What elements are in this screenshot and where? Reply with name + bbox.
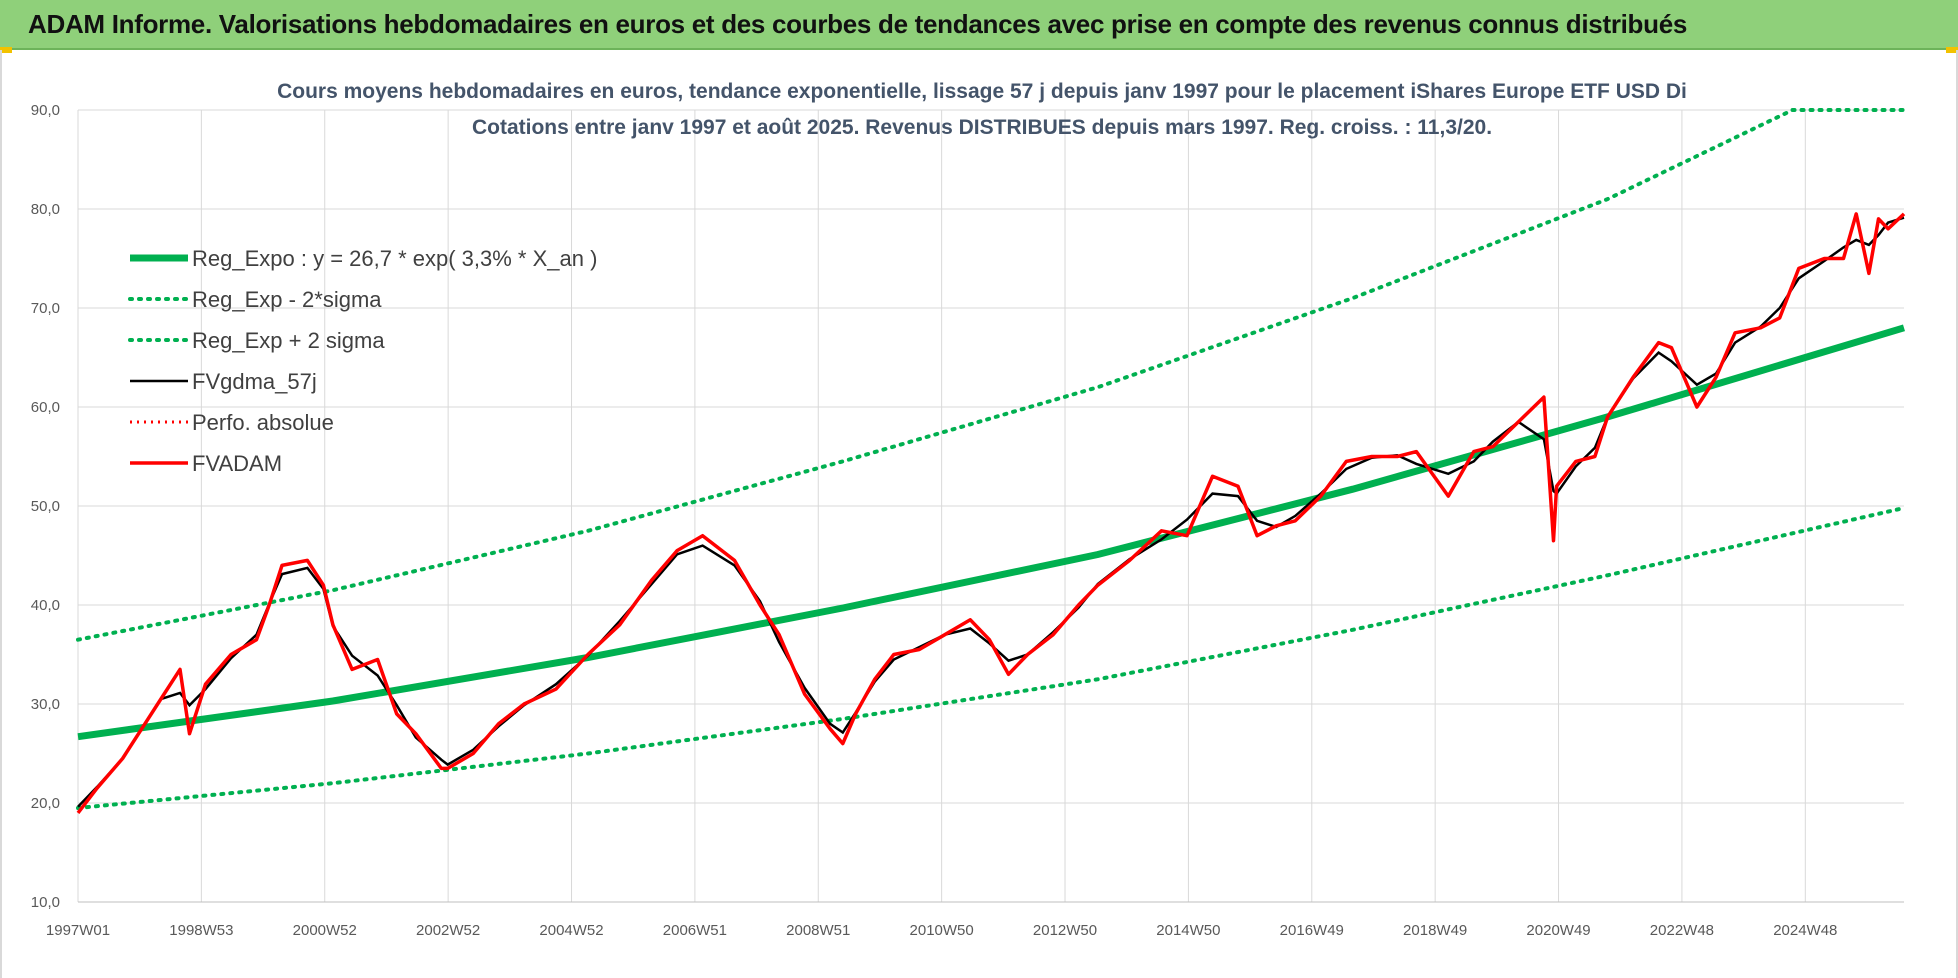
x-tick-label: 2014W50 [1156,922,1220,939]
x-tick-label: 2002W52 [416,922,480,939]
chart-area: 10,0 20,0 30,0 40,0 50,0 60,0 70,0 80,0 90,0 1997… [0,50,1958,978]
legend-label: FVgdma_57j [192,369,317,394]
y-tick-label: 80,0 [31,201,60,218]
title-banner: ADAM Informe. Valorisations hebdomadaire… [0,0,1958,50]
x-tick-label: 2018W49 [1403,922,1467,939]
y-tick-label: 50,0 [31,498,60,515]
series-line-5 [76,212,1906,814]
legend-label: Reg_Exp + 2 sigma [192,328,385,353]
legend-label: Perfo. absolue [192,410,334,435]
x-tick-label: 2022W48 [1650,922,1714,939]
y-tick-label: 70,0 [31,300,60,317]
y-tick-label: 10,0 [31,894,60,911]
grid [77,109,1904,903]
series [76,108,1906,814]
y-tick-label: 20,0 [31,795,60,812]
legend-label: FVADAM [192,451,282,476]
x-tick-label: 1997W01 [46,922,110,939]
x-tick-label: 2008W51 [786,922,850,939]
y-tick-label: 30,0 [31,696,60,713]
x-tick-label: 2020W49 [1526,922,1590,939]
series-line-0 [77,324,1906,741]
y-tick-label: 90,0 [31,102,60,119]
y-tick-label: 60,0 [31,399,60,416]
legend-label: Reg_Expo : y = 26,7 * exp( 3,3% * X_an ) [192,246,597,271]
series-line-1 [76,506,1906,810]
chart-title-line-2: Cotations entre janv 1997 et août 2025. … [472,116,1492,139]
x-tick-label: 2004W52 [539,922,603,939]
corner-marker-right [1946,47,1958,53]
x-tick-label: 2024W48 [1773,922,1837,939]
y-tick-label: 40,0 [31,597,60,614]
legend-label: Reg_Exp - 2*sigma [192,287,382,312]
line-chart: 10,0 20,0 30,0 40,0 50,0 60,0 70,0 80,0 90,0 1997… [31,80,1906,939]
corner-marker-left [0,47,12,53]
x-tick-label: 2010W50 [910,922,974,939]
chart-title-line-1: Cours moyens hebdomadaires en euros, ten… [277,80,1687,103]
x-tick-label: 1998W53 [169,922,233,939]
x-tick-label: 2012W50 [1033,922,1097,939]
x-tick-label: 2000W52 [293,922,357,939]
page-title: ADAM Informe. Valorisations hebdomadaire… [28,9,1688,39]
series-line-2 [76,108,1906,642]
legend: Reg_Expo : y = 26,7 * exp( 3,3% * X_an )… [128,246,597,476]
x-tick-label: 2006W51 [663,922,727,939]
axes: 10,0 20,0 30,0 40,0 50,0 60,0 70,0 80,0 90,0 1997… [31,102,1904,939]
x-tick-label: 2016W49 [1280,922,1344,939]
